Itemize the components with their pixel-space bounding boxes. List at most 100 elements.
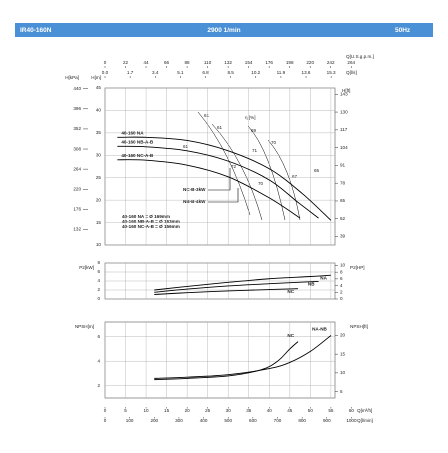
x-tick-label: 0 <box>104 60 107 65</box>
efficiency-value: 61 <box>217 125 223 130</box>
y-tick-label: 10 <box>96 242 102 247</box>
y-tick-label: 2 <box>97 383 100 388</box>
series-label: NA-NB <box>312 327 327 332</box>
x-axis-label: Q[U.S.g.p.m.] <box>346 54 374 59</box>
series-label: 40-160 NA <box>121 131 144 136</box>
x-tick-label: 220 <box>306 60 314 65</box>
y-tick-label: 30 <box>96 153 102 158</box>
x-tick-label: 10 <box>144 408 150 413</box>
efficiency-value: 70 <box>271 140 277 145</box>
x-axis-label: Q[m³/h] <box>357 408 372 413</box>
x-tick-label: 8.5 <box>227 70 234 75</box>
y-tick-label: 6 <box>97 269 100 274</box>
y2-tick-label: 6 <box>340 276 343 281</box>
plot-area <box>104 321 336 399</box>
x-tick-label: 11.9 <box>277 70 286 75</box>
note: 40-160 NB-A-B = Ø 163mm <box>122 219 180 224</box>
x-tick-label: 45 <box>287 408 293 413</box>
curve <box>154 274 331 291</box>
y2-tick-label: 352 <box>73 126 81 131</box>
x-tick-label: 300 <box>175 418 183 423</box>
x-tick-label: 198 <box>286 60 294 65</box>
efficiency-value: 72 <box>231 164 237 169</box>
y2-axis-label: P2[HP] <box>350 265 365 270</box>
x-tick-label: 5 <box>124 408 127 413</box>
x-tick-label: 6.8 <box>202 70 209 75</box>
x-tick-label: 35 <box>246 408 252 413</box>
x-tick-label: 88 <box>185 60 191 65</box>
y3-tick-label: 52 <box>340 216 346 221</box>
curve <box>154 288 299 295</box>
y2-tick-label: 176 <box>73 207 81 212</box>
curve <box>154 335 332 379</box>
efficiency-value: 61 <box>183 144 189 149</box>
efficiency-value: 71 <box>252 148 258 153</box>
y2-tick-label: 396 <box>73 106 81 111</box>
efficiency-value: 61 <box>204 113 210 118</box>
x-tick-label: 264 <box>347 60 355 65</box>
y2-tick-label: 2 <box>340 290 343 295</box>
efficiency-value: 67 <box>292 174 298 179</box>
efficiency-value: 70 <box>258 181 264 186</box>
x-tick-label: 30 <box>226 408 232 413</box>
x-tick-label: 10.2 <box>251 70 260 75</box>
y3-axis-label: H[ft] <box>342 88 350 93</box>
x-tick-label: 50 <box>308 408 314 413</box>
annotation-line <box>208 168 239 203</box>
y-axis-label: NPSH[m] <box>75 324 94 329</box>
y2-tick-label: 5 <box>340 389 343 394</box>
x-tick-label: 132 <box>224 60 232 65</box>
model: IR40-160N <box>20 27 52 34</box>
x-tick-label: 600 <box>249 418 257 423</box>
y2-tick-label: 440 <box>73 86 81 91</box>
series-label: NC <box>287 289 294 294</box>
x-tick-label: 110 <box>204 60 212 65</box>
y2-tick-label: 132 <box>73 227 81 232</box>
x-axis-label: Q[l/s] <box>346 70 357 75</box>
curve <box>154 281 319 293</box>
y3-tick-label: 91 <box>340 163 346 168</box>
x-tick-label: 100 <box>126 418 134 423</box>
y2-tick-label: 308 <box>73 146 81 151</box>
y-tick-label: 4 <box>97 358 100 363</box>
y3-tick-label: 117 <box>340 127 348 132</box>
x-tick-label: 40 <box>267 408 273 413</box>
x-tick-label: 400 <box>200 418 208 423</box>
y2-tick-label: 10 <box>340 370 346 375</box>
header-bar <box>15 23 433 37</box>
x-tick-label: 0 <box>104 418 107 423</box>
y-tick-label: 8 <box>97 260 100 265</box>
speed: 2900 1/min <box>207 27 240 34</box>
x-tick-label: 800 <box>298 418 306 423</box>
x-tick-label: 0.0 <box>102 70 109 75</box>
x-tick-label: 15.3 <box>327 70 336 75</box>
y-axis-label: P2[kW] <box>79 265 94 270</box>
x-tick-label: 500 <box>224 418 232 423</box>
y2-tick-label: 20 <box>340 333 346 338</box>
x-tick-label: 13.6 <box>302 70 311 75</box>
x-tick-label: 20 <box>185 408 191 413</box>
y-tick-label: 0 <box>97 296 100 301</box>
efficiency-curve <box>197 111 301 221</box>
efficiency-title: η [%] <box>245 115 255 120</box>
y2-tick-label: 10 <box>340 263 346 268</box>
x-tick-label: 25 <box>205 408 211 413</box>
y-axis-label: H[kPa] <box>65 75 79 80</box>
y3-tick-label: 104 <box>340 145 348 150</box>
frequency: 50Hz <box>395 27 411 34</box>
y-tick-label: 2 <box>97 287 100 292</box>
y2-tick-label: 0 <box>340 296 343 301</box>
x-tick-label: 3.4 <box>152 70 159 75</box>
curve <box>117 136 332 221</box>
y-tick-label: 25 <box>96 175 102 180</box>
curve <box>117 159 301 219</box>
annotation: NB-B-4kW <box>183 199 206 204</box>
y2-tick-label: 220 <box>73 186 81 191</box>
y2-tick-label: 264 <box>73 166 81 171</box>
y2-axis-label: NPSH[ft] <box>350 324 368 329</box>
x-tick-label: 60 <box>349 408 355 413</box>
x-tick-label: 1000 <box>346 418 357 423</box>
y2-tick-label: 8 <box>340 269 343 274</box>
series-label: NC <box>287 333 294 338</box>
